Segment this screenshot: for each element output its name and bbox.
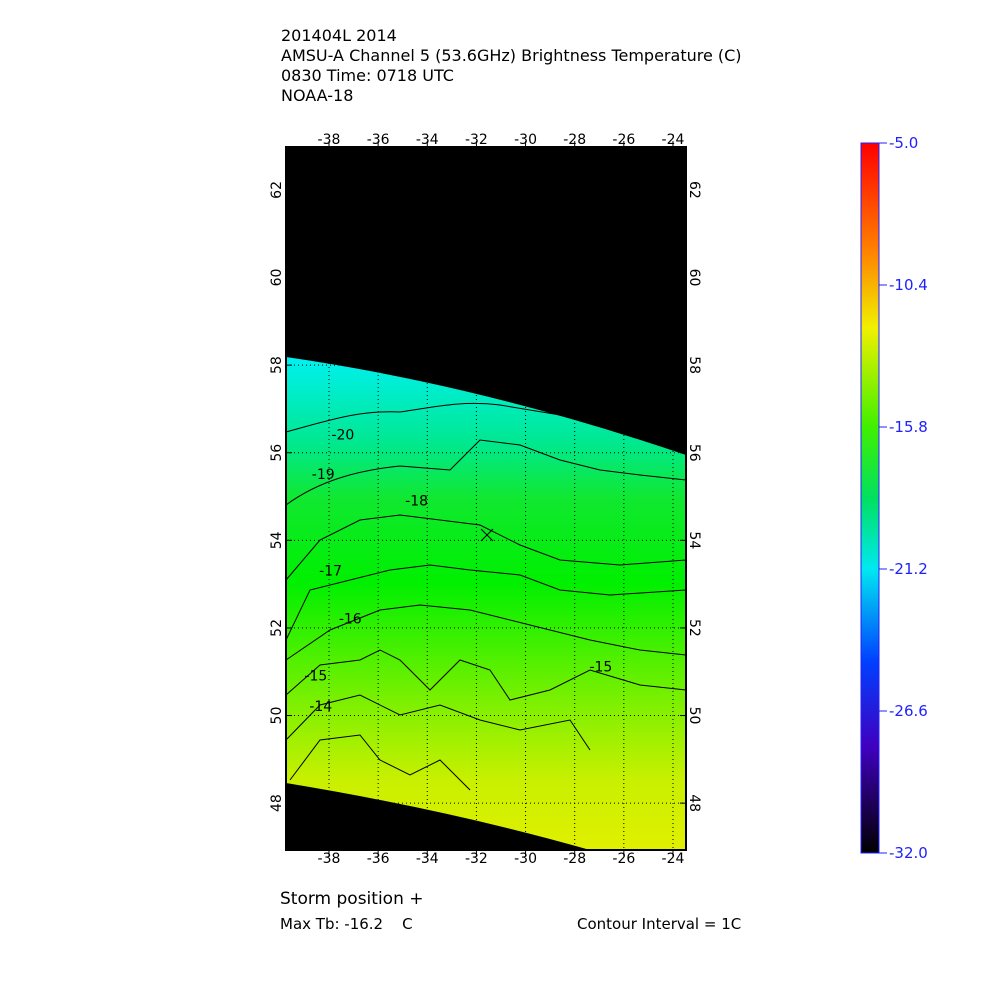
contour [285, 402, 687, 446]
contour-label: -16 [339, 612, 362, 628]
contour [285, 439, 687, 506]
contour-label: -20 [331, 428, 354, 444]
contour [289, 734, 471, 791]
colorbar-label: -26.6 [889, 702, 928, 720]
colorbar-label: -21.2 [889, 560, 928, 578]
contour-label: -17 [319, 563, 342, 579]
y-tick-label: 56 [686, 444, 702, 462]
x-tick-label: -34 [416, 851, 439, 867]
y-tick-label: 54 [269, 531, 285, 549]
x-tick-label: -34 [416, 132, 439, 148]
contour-label: -14 [309, 699, 332, 715]
x-tick-label: -26 [612, 851, 635, 867]
contour-label: -21 [356, 358, 379, 374]
y-tick-label: 52 [269, 619, 285, 637]
storm-position [480, 528, 494, 542]
x-tick-label: -32 [465, 132, 488, 148]
x-tick-label: -32 [465, 851, 488, 867]
y-tick-label: 48 [269, 794, 285, 812]
colorbar [860, 142, 880, 854]
y-tick-label: 56 [269, 444, 285, 462]
map-frame [285, 146, 687, 851]
contour-label: -18 [405, 493, 428, 509]
y-tick-label: 48 [686, 794, 702, 812]
y-tick-label: 62 [269, 181, 285, 199]
x-tick-label: -36 [367, 851, 390, 867]
contour [285, 514, 687, 581]
colorbar-label: -10.4 [889, 276, 928, 294]
colorbar-label: -5.0 [889, 134, 918, 152]
y-tick-label: 58 [686, 356, 702, 374]
x-tick-label: -24 [662, 851, 685, 867]
title-line: 201404L 2014 [281, 26, 397, 45]
contour-label: -19 [312, 467, 335, 483]
y-tick-label: 60 [269, 269, 285, 287]
title-line: NOAA-18 [281, 86, 353, 105]
y-tick-label: 52 [686, 619, 702, 637]
x-tick-label: -30 [514, 851, 537, 867]
contour [285, 604, 687, 661]
x-tick-label: -38 [318, 132, 341, 148]
contour-label: -15 [304, 668, 327, 684]
max-tb: Max Tb: -16.2 C [280, 915, 413, 933]
no-data-swath [286, 147, 686, 455]
title-line: AMSU-A Channel 5 (53.6GHz) Brightness Te… [281, 46, 742, 65]
x-tick-label: -24 [662, 132, 685, 148]
y-tick-label: 50 [686, 707, 702, 725]
x-tick-label: -26 [612, 132, 635, 148]
x-tick-label: -36 [367, 132, 390, 148]
y-tick-label: 62 [686, 181, 702, 199]
colorbar-label: -15.8 [889, 418, 928, 436]
contour [285, 649, 687, 701]
no-data-swath [286, 783, 590, 850]
contour-label: -15 [589, 660, 612, 676]
contour [285, 694, 591, 751]
y-tick-label: 54 [686, 531, 702, 549]
x-tick-label: -28 [563, 132, 586, 148]
storm-note: Storm position + [280, 889, 424, 909]
y-tick-label: 60 [686, 269, 702, 287]
contour [285, 564, 687, 641]
x-tick-label: -30 [514, 132, 537, 148]
x-tick-label: -38 [318, 851, 341, 867]
title-line: 0830 Time: 0718 UTC [281, 66, 454, 85]
colorbar-label: -32.0 [889, 844, 928, 862]
y-tick-label: 50 [269, 707, 285, 725]
y-tick-label: 58 [269, 356, 285, 374]
contour-interval: Contour Interval = 1C [577, 915, 741, 933]
x-tick-label: -28 [563, 851, 586, 867]
